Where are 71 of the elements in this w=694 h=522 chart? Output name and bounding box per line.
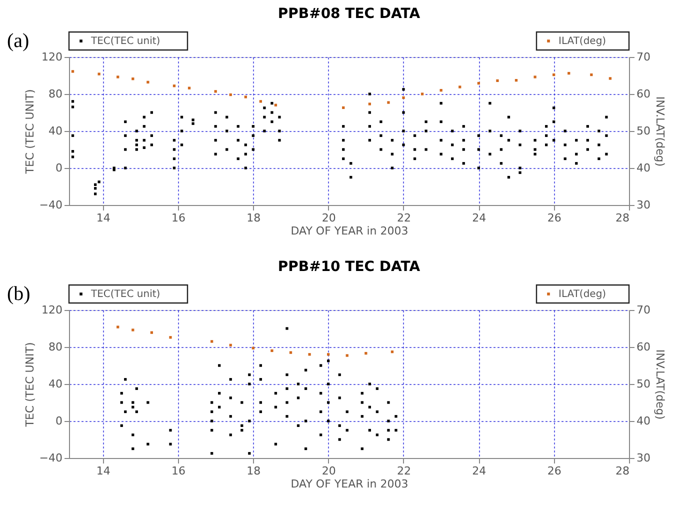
y-tick-label: 120	[42, 50, 62, 64]
x-tick-label: 14	[96, 464, 110, 478]
point	[132, 328, 134, 332]
x-tick-label: 18	[246, 212, 261, 224]
y-tick-label: 80	[48, 340, 62, 354]
y-tick-label: −40	[39, 452, 62, 464]
x-tick-label: 16	[171, 464, 186, 478]
y2-tick-label: 30	[636, 452, 650, 464]
y-tick-label: 0	[56, 162, 62, 174]
y-axis-title: TEC (TEC UNIT)	[23, 89, 36, 175]
y2-tick-label: 50	[636, 124, 650, 138]
x-tick-label: 20	[322, 464, 336, 478]
y2-axis-title: INV.LAT(deg)	[653, 349, 666, 420]
y2-tick-label: 70	[636, 50, 650, 64]
point	[346, 354, 348, 357]
point	[150, 331, 154, 334]
point	[270, 349, 274, 352]
x-tick-label: 18	[246, 464, 261, 478]
text: (b)	[7, 283, 30, 305]
legend-label: ILAT(deg)	[558, 36, 606, 47]
x-tick-label: 24	[472, 212, 486, 224]
point	[534, 76, 536, 78]
text: (a)	[7, 30, 30, 52]
y-tick-label: 40	[48, 124, 62, 138]
y2-tick-label: 60	[636, 340, 650, 354]
x-tick-label: 22	[396, 212, 411, 224]
point	[169, 336, 172, 339]
x-tick-label: 26	[547, 464, 562, 478]
y2-tick-label: 60	[636, 88, 650, 100]
x-tick-label: 16	[171, 212, 186, 224]
y2-axis-title: INV.LAT(deg)	[653, 96, 666, 167]
y-tick-label: 120	[42, 304, 62, 316]
x-tick-label: 28	[616, 464, 630, 478]
point	[368, 102, 371, 106]
x-tick-label: 28	[616, 212, 630, 224]
point	[308, 353, 311, 356]
legend-label: TEC(TEC unit)	[90, 36, 160, 47]
point	[116, 76, 120, 78]
y-tick-label: 80	[48, 88, 62, 100]
legend-label: TEC(TEC unit)	[90, 289, 160, 300]
point	[608, 77, 612, 80]
x-tick-label: 24	[472, 464, 486, 478]
y2-tick-label: 40	[636, 414, 650, 428]
x-axis-title: DAY OF YEAR in 2003	[290, 224, 408, 238]
x-tick-label: 22	[396, 464, 411, 478]
y2-tick-label: 50	[636, 378, 650, 390]
point	[71, 70, 74, 73]
x-tick-label: 20	[322, 212, 336, 224]
legend-label: ILAT(deg)	[558, 289, 606, 300]
point	[402, 96, 405, 100]
y2-tick-label: 70	[636, 304, 650, 316]
y2-tick-label: 30	[636, 198, 650, 212]
point	[420, 92, 424, 96]
y-tick-label: −40	[39, 198, 62, 212]
x-tick-label: 14	[96, 212, 110, 224]
y-axis-title: TEC (TEC UNIT)	[23, 342, 36, 428]
chart-title: PPB#10 TEC DATA	[278, 259, 420, 275]
x-axis-title: DAY OF YEAR in 2003	[290, 478, 408, 490]
point	[210, 340, 214, 343]
point	[496, 79, 499, 82]
chart-title: PPB#08 TEC DATA	[278, 6, 420, 22]
x-tick-label: 26	[547, 212, 562, 224]
y-tick-label: 40	[48, 378, 62, 390]
y2-tick-label: 40	[636, 162, 650, 174]
point	[98, 72, 100, 76]
point	[289, 351, 292, 354]
point	[387, 101, 390, 104]
y-tick-label: 0	[56, 414, 62, 428]
point	[244, 96, 247, 98]
point	[116, 326, 120, 328]
point	[458, 86, 462, 88]
